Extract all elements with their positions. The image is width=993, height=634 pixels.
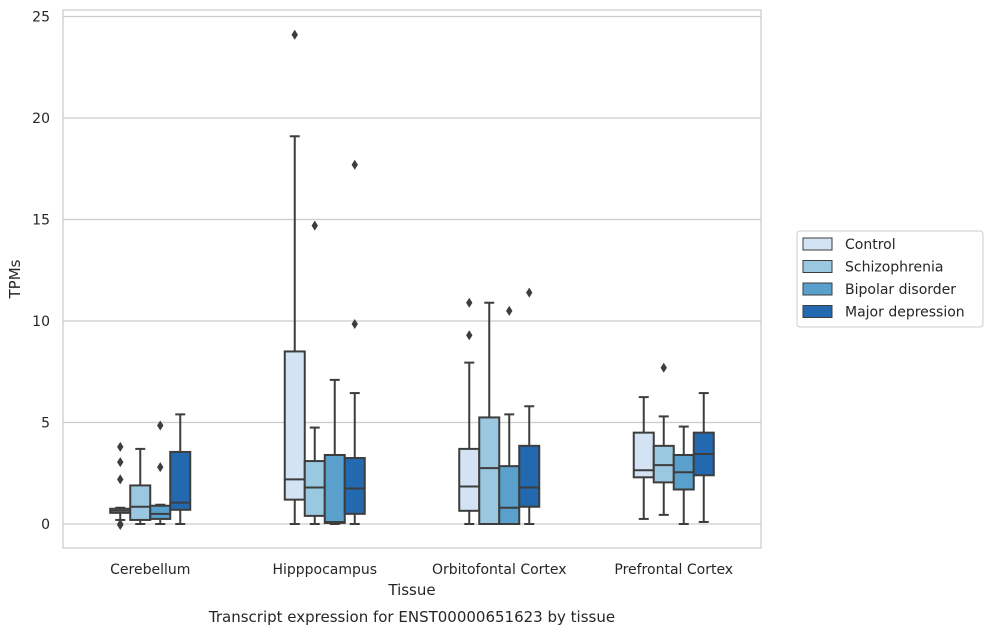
y-tick-label: 25 [32,10,50,26]
box-1-0 [283,29,306,525]
x-tick-label: Orbitofontal Cortex [432,562,567,578]
outlier-point [117,441,124,452]
box-0-3 [169,413,192,525]
outlier-point [351,159,358,170]
outlier-point [526,287,533,298]
box-iqr [149,504,172,520]
legend: Control Schizophrenia Bipolar disorder Majo… [796,230,984,328]
legend-label: Major depression [845,305,965,321]
box-iqr [498,465,521,525]
box-iqr [283,350,306,501]
box-2-2 [498,305,521,525]
legend-label: Control [845,237,896,253]
y-tick-label: 0 [41,517,50,533]
box-iqr [303,460,326,517]
outlier-point [157,420,164,431]
box-iqr [343,457,366,515]
outlier-point [117,520,124,531]
x-tick-label: Prefrontal Cortex [614,562,733,578]
legend-swatch [802,305,833,318]
x-axis-label: Tissue [387,581,435,599]
legend-label: Schizophrenia [845,260,943,276]
box-3-0 [632,396,655,520]
chart-caption: Transcript expression for ENST0000065162… [208,608,615,626]
box-0-1 [129,447,152,525]
outlier-point [117,457,124,468]
legend-swatch [802,237,833,251]
legend-swatch [802,282,833,296]
box-2-0 [458,297,481,525]
box-iqr [458,447,481,512]
x-tick-labels: Cerebellum Hipppocampus Orbitofontal Corte… [110,562,733,578]
box-iqr [169,450,192,511]
y-tick-label: 5 [41,416,50,432]
box-0-2 [149,420,172,525]
y-tick-label: 15 [32,213,50,229]
box-2-1 [478,301,501,525]
box-plots [109,29,715,531]
outlier-point [291,29,298,40]
outlier-point [311,220,318,231]
box-iqr [652,444,675,484]
outlier-point [117,474,124,485]
box-iqr [129,484,152,521]
plot-frame [62,9,762,549]
y-tick-labels: 0 5 10 15 20 25 [32,10,50,534]
outlier-point [660,362,667,373]
y-axis-label: TPMs [6,259,24,299]
legend-frame [796,230,984,328]
outlier-point [466,297,473,308]
legend-swatch [802,260,833,273]
outlier-point [466,330,473,341]
y-tick-label: 10 [32,314,50,330]
outlier-point [351,319,358,330]
x-tick-label: Cerebellum [110,562,190,578]
box-iqr [478,416,501,525]
box-3-2 [672,425,695,525]
outlier-point [157,462,164,473]
outlier-point [506,305,513,316]
box-3-3 [692,392,715,523]
box-2-3 [518,287,541,525]
legend-label: Bipolar disorder [845,282,956,298]
y-tick-label: 20 [32,111,50,127]
x-tick-label: Hipppocampus [272,562,377,578]
box-iqr [518,444,541,508]
box-1-3 [343,159,366,525]
box-iqr [323,453,346,524]
box-1-1 [303,220,326,525]
